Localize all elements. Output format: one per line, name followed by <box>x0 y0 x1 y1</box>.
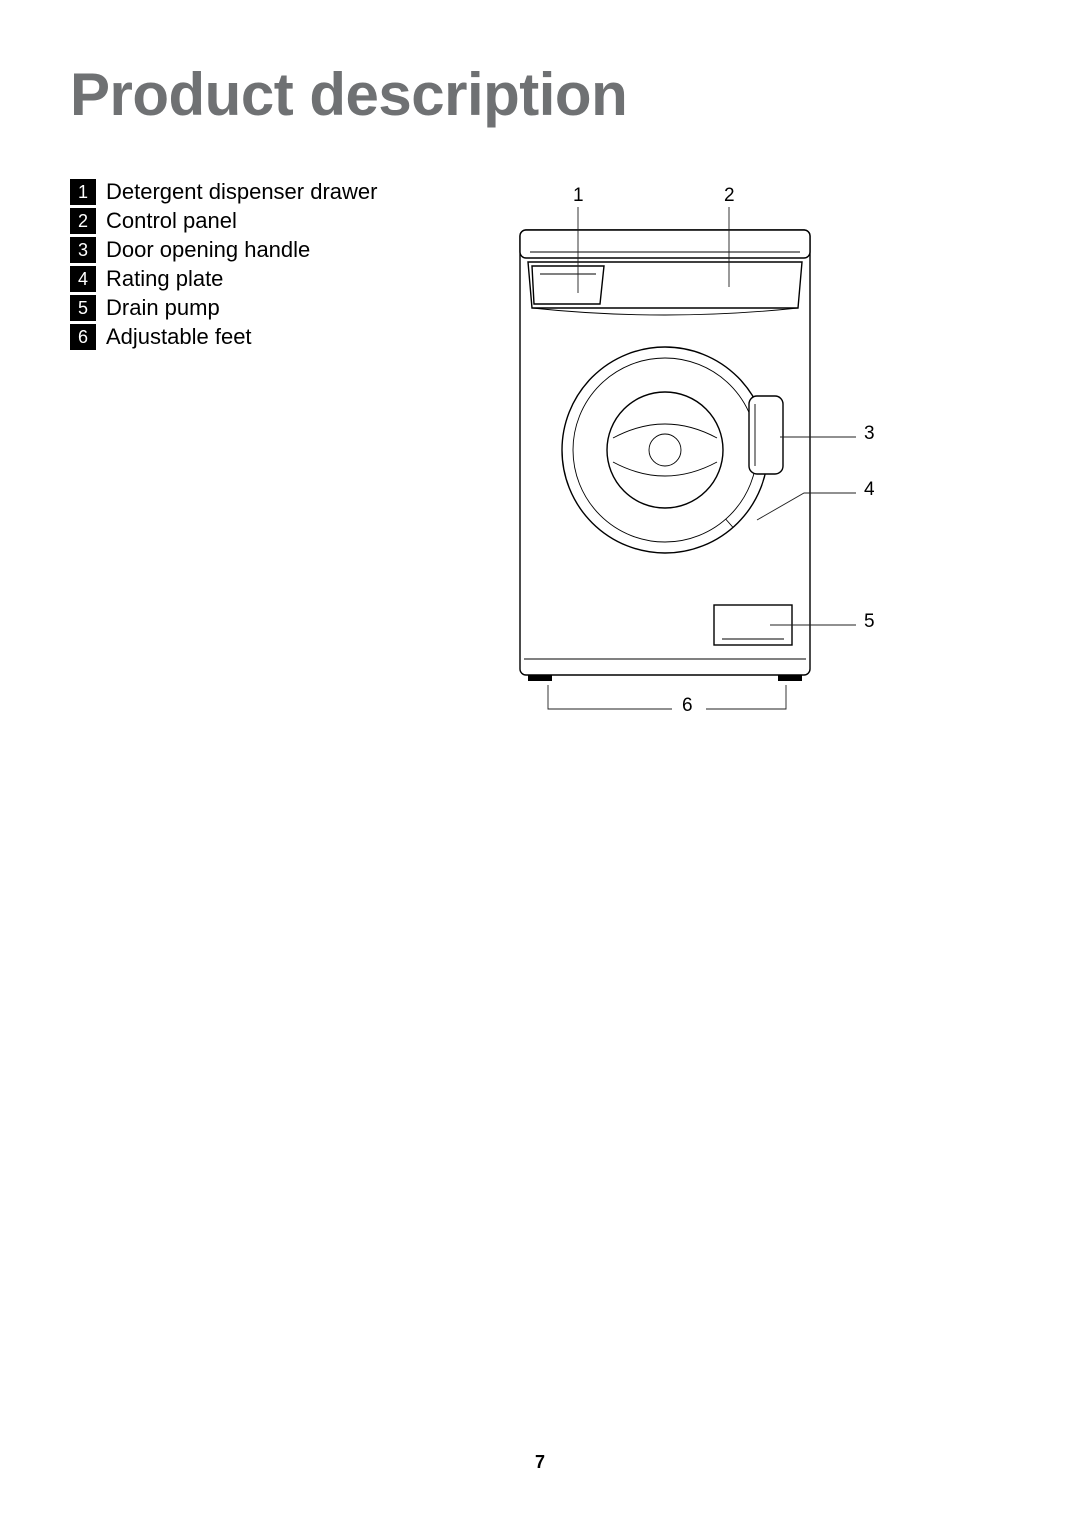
legend-item: 1 Detergent dispenser drawer <box>70 179 430 205</box>
legend-badge: 3 <box>70 237 96 263</box>
legend-label: Control panel <box>106 208 237 234</box>
parts-legend: 1 Detergent dispenser drawer 2 Control pane… <box>70 175 430 755</box>
legend-item: 6 Adjustable feet <box>70 324 430 350</box>
legend-badge: 4 <box>70 266 96 292</box>
page-number: 7 <box>0 1452 1080 1473</box>
diagram-callout: 2 <box>724 185 735 207</box>
diagram-callout: 3 <box>864 423 875 445</box>
page-title: Product description <box>70 60 1010 129</box>
washing-machine-diagram: 1 2 3 4 5 6 <box>470 175 1010 755</box>
legend-badge: 2 <box>70 208 96 234</box>
legend-item: 5 Drain pump <box>70 295 430 321</box>
legend-badge: 1 <box>70 179 96 205</box>
legend-label: Adjustable feet <box>106 324 252 350</box>
diagram-callout: 5 <box>864 611 875 633</box>
diagram-callout: 1 <box>573 185 584 207</box>
legend-label: Rating plate <box>106 266 223 292</box>
diagram-callout: 4 <box>864 479 875 501</box>
legend-badge: 5 <box>70 295 96 321</box>
legend-label: Drain pump <box>106 295 220 321</box>
legend-item: 4 Rating plate <box>70 266 430 292</box>
legend-label: Door opening handle <box>106 237 310 263</box>
legend-item: 3 Door opening handle <box>70 237 430 263</box>
legend-item: 2 Control panel <box>70 208 430 234</box>
diagram-callout: 6 <box>682 695 693 717</box>
legend-badge: 6 <box>70 324 96 350</box>
legend-label: Detergent dispenser drawer <box>106 179 377 205</box>
